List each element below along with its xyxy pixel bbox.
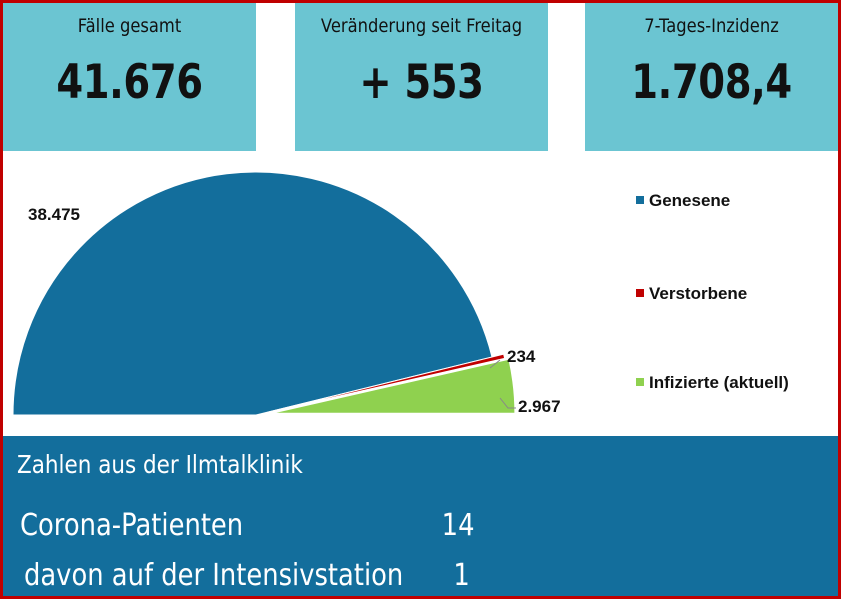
kpi-change-value: + 553: [359, 55, 484, 110]
clinic-row-label-icu: davon auf der Intensivstation: [24, 558, 404, 593]
slice-verstorbene: [267, 353, 506, 413]
data-label-infizierte: 2.967: [518, 397, 561, 416]
slice-infizierte: [271, 358, 516, 414]
kpi-incidence-label: 7-Tages-Inzidenz: [644, 15, 779, 37]
kpi-change-label: Veränderung seit Freitag: [320, 15, 523, 37]
clinic-title: Zahlen aus der Ilmtalklinik: [17, 450, 303, 479]
leader-line-infizierte: [499, 397, 516, 409]
legend-label-verstorbene: Verstorbene: [649, 284, 747, 303]
leader-line-verstorbene: [489, 359, 501, 369]
legend-label-infizierte: Infizierte (aktuell): [649, 373, 789, 392]
kpi-total-cases: Fälle gesamt 41.676: [3, 3, 256, 151]
legend: Genesene Verstorbene Infizierte (aktuell…: [636, 191, 789, 392]
slice-genesene: [12, 171, 493, 416]
kpi-incidence-value: 1.708,4: [631, 55, 792, 110]
data-label-genesene: 38.475: [28, 205, 80, 224]
legend-swatch-genesene: [636, 196, 644, 204]
kpi-total-cases-value: 41.676: [56, 55, 203, 110]
half-pie-chart: 38.475 234 2.967 Genesene Verstorbene In…: [12, 171, 789, 416]
legend-label-genesene: Genesene: [649, 191, 730, 210]
kpi-incidence: 7-Tages-Inzidenz 1.708,4: [585, 3, 838, 151]
clinic-row-value-patients: 14: [441, 508, 475, 543]
data-label-verstorbene: 234: [507, 347, 536, 366]
kpi-change-since-friday: Veränderung seit Freitag + 553: [295, 3, 548, 151]
kpi-total-cases-label: Fälle gesamt: [77, 15, 182, 37]
clinic-row-value-icu: 1: [453, 558, 470, 593]
legend-swatch-infizierte: [636, 378, 644, 386]
legend-swatch-verstorbene: [636, 289, 644, 297]
clinic-row-label-patients: Corona-Patienten: [20, 508, 244, 543]
clinic-panel: Zahlen aus der Ilmtalklinik Corona-Patie…: [3, 436, 838, 596]
